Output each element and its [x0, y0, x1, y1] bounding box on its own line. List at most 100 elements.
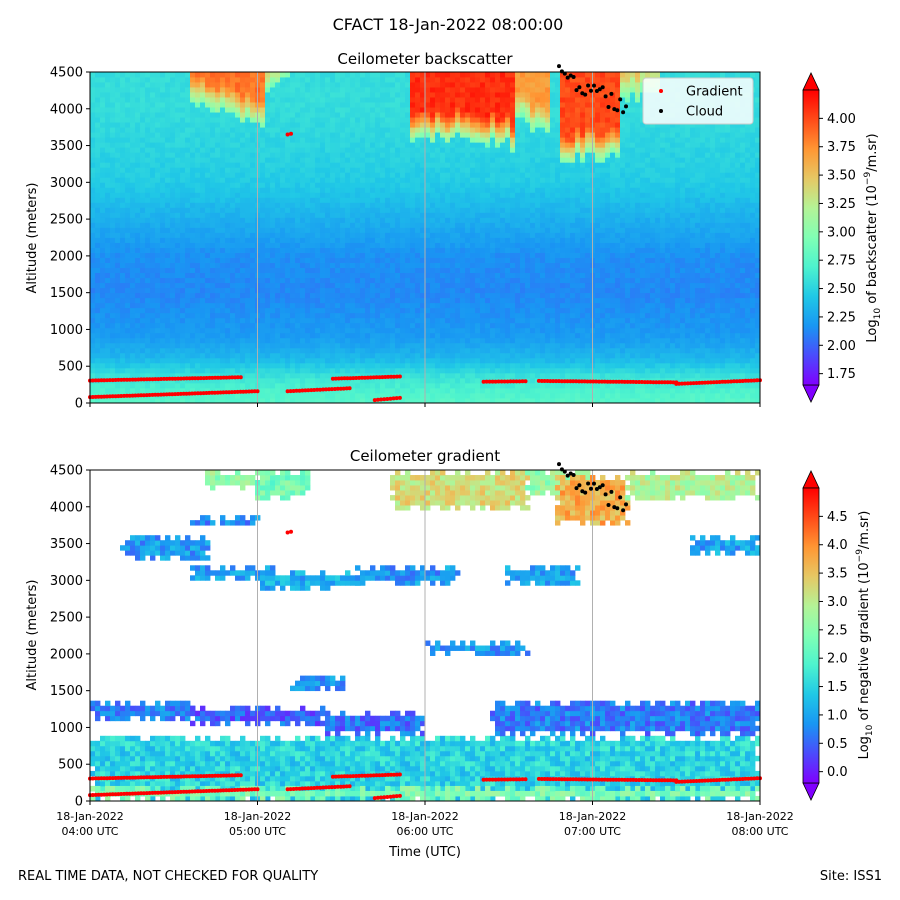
heatmap-cell	[425, 262, 431, 268]
heatmap-cell	[600, 262, 606, 268]
heatmap-cell	[220, 342, 226, 349]
heatmap-cell	[565, 217, 571, 223]
heatmap-cell	[380, 327, 386, 334]
heatmap-cell	[595, 317, 601, 324]
heatmap-cell	[650, 227, 656, 233]
heatmap-cell	[635, 317, 641, 324]
heatmap-cell	[540, 307, 546, 314]
heatmap-cell	[335, 302, 341, 309]
heatmap-cell	[105, 382, 111, 389]
heatmap-cell	[440, 367, 446, 374]
heatmap-cell	[380, 247, 386, 253]
heatmap-cell	[710, 297, 716, 304]
heatmap-cell	[295, 327, 301, 334]
heatmap-cell	[130, 277, 136, 284]
heatmap-cell	[165, 397, 171, 404]
heatmap-cell	[670, 302, 676, 309]
heatmap-cell	[500, 217, 506, 223]
heatmap-cell	[620, 347, 626, 354]
heatmap-cell	[700, 382, 706, 389]
heatmap-cell	[725, 307, 731, 314]
heatmap-cell	[650, 382, 656, 389]
heatmap-cell	[475, 217, 481, 223]
heatmap-cell	[565, 332, 571, 339]
heatmap-cell	[425, 332, 431, 339]
heatmap-cell	[645, 292, 651, 299]
heatmap-cell	[685, 282, 691, 289]
heatmap-cell	[295, 227, 301, 233]
heatmap-cell	[130, 307, 136, 314]
heatmap-cell	[260, 347, 266, 354]
heatmap-cell	[440, 312, 446, 319]
heatmap-cell	[555, 257, 561, 263]
heatmap-cell	[535, 277, 541, 284]
heatmap-cell	[645, 382, 651, 389]
heatmap-cell	[405, 217, 411, 223]
heatmap-cell	[215, 367, 221, 374]
heatmap-cell	[140, 362, 146, 369]
heatmap-cell	[180, 347, 186, 354]
heatmap-cell	[230, 247, 236, 253]
heatmap-cell	[595, 382, 601, 389]
heatmap-cell	[415, 227, 421, 233]
heatmap-cell	[135, 342, 141, 349]
heatmap-cell	[380, 392, 386, 399]
heatmap-cell	[630, 357, 636, 364]
heatmap-cell	[130, 322, 136, 329]
heatmap-cell	[490, 277, 496, 284]
heatmap-cell	[240, 322, 246, 329]
heatmap-cell	[550, 267, 556, 274]
heatmap-cell	[240, 277, 246, 284]
heatmap-cell	[695, 377, 701, 384]
heatmap-cell	[375, 392, 381, 399]
heatmap-cell	[620, 312, 626, 319]
heatmap-cell	[705, 367, 711, 374]
heatmap-cell	[400, 317, 406, 324]
heatmap-cell	[230, 292, 236, 299]
heatmap-cell	[460, 327, 466, 334]
heatmap-cell	[220, 252, 226, 258]
heatmap-cell	[530, 347, 536, 354]
heatmap-cell	[460, 252, 466, 258]
heatmap-cell	[285, 222, 291, 228]
heatmap-cell	[245, 382, 251, 389]
heatmap-cell	[535, 292, 541, 299]
heatmap-cell	[645, 267, 651, 274]
heatmap-cell	[100, 242, 106, 248]
heatmap-cell	[110, 307, 116, 314]
heatmap-cell	[175, 362, 181, 369]
heatmap-cell	[445, 252, 451, 258]
heatmap-cell	[415, 327, 421, 334]
heatmap-cell	[195, 397, 201, 404]
heatmap-cell	[565, 357, 571, 364]
heatmap-cell	[320, 232, 326, 238]
heatmap-cell	[225, 282, 231, 289]
heatmap-cell	[735, 247, 741, 253]
heatmap-cell	[690, 217, 696, 223]
heatmap-cell	[715, 312, 721, 319]
heatmap-cell	[105, 387, 111, 394]
heatmap-cell	[240, 372, 246, 379]
heatmap-cell	[280, 232, 286, 238]
heatmap-cell	[160, 342, 166, 349]
heatmap-cell	[625, 302, 631, 309]
heatmap-cell	[200, 387, 206, 394]
heatmap-cell	[465, 217, 471, 223]
heatmap-cell	[385, 382, 391, 389]
heatmap-cell	[320, 357, 326, 364]
heatmap-cell	[265, 362, 271, 369]
heatmap-cell	[375, 277, 381, 284]
heatmap-cell	[415, 387, 421, 394]
heatmap-cell	[455, 252, 461, 258]
heatmap-cell	[130, 302, 136, 309]
heatmap-cell	[90, 367, 96, 374]
heatmap-cell	[720, 217, 726, 223]
heatmap-cell	[555, 367, 561, 374]
heatmap-cell	[660, 217, 666, 223]
heatmap-cell	[210, 317, 216, 324]
figure-title: CFACT 18-Jan-2022 08:00:00	[333, 15, 564, 34]
heatmap-cell	[195, 297, 201, 304]
heatmap-cell	[165, 267, 171, 274]
heatmap-cell	[565, 227, 571, 233]
heatmap-cell	[595, 272, 601, 279]
